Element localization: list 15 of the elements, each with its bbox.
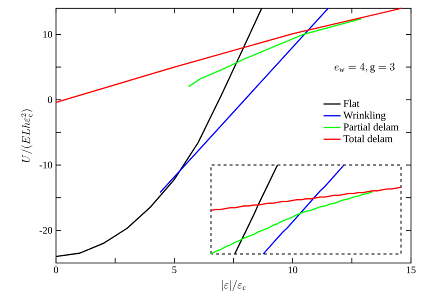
legend-label: Total delam [343, 134, 393, 142]
y-tick-label: -10 [40, 162, 52, 168]
annotation: $e_{\mathrm{w}} = 4, \mathrm{g} = 3$ [334, 62, 395, 73]
y-tick-label: 0 [48, 96, 52, 104]
x-tick-label: 5 [172, 266, 176, 274]
y-tick-label: 10 [43, 31, 52, 38]
x-tick-label: 0 [54, 266, 58, 274]
legend-label: Flat [344, 100, 360, 108]
legend-label: Wrinkling [343, 111, 386, 121]
y-tick-label: -20 [40, 226, 52, 234]
x-tick-label: 15 [406, 266, 416, 274]
x-axis-title: $|\varepsilon|/\varepsilon_{\mathrm{c}}$ [222, 280, 246, 291]
legend-label: Partial delam [344, 123, 399, 131]
x-tick-label: 10 [288, 266, 298, 274]
y-axis-title: $U/(ELh\varepsilon_{\mathrm{c}}^2)$ [21, 109, 32, 162]
